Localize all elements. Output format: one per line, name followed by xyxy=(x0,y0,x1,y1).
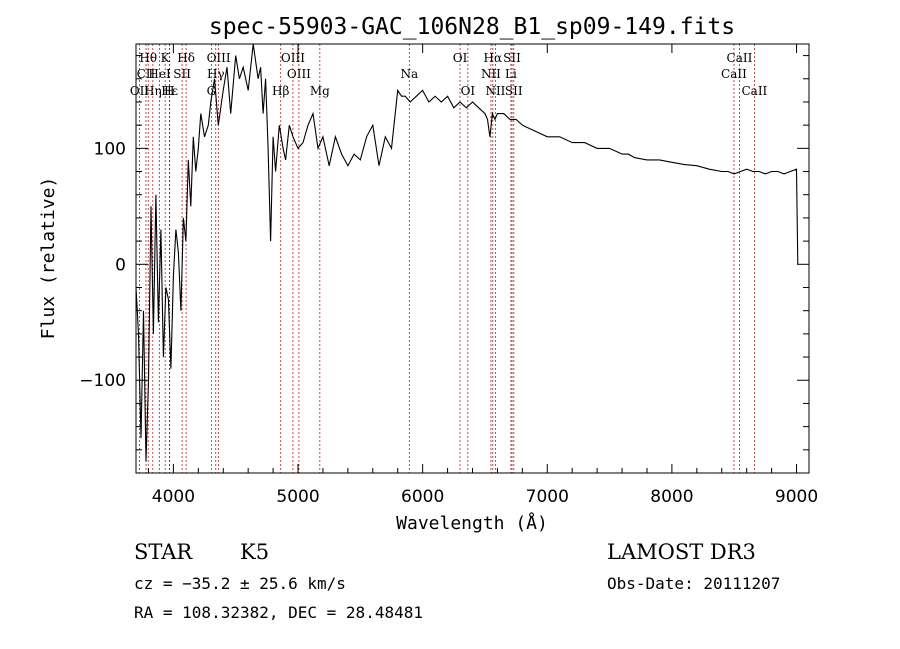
line-marker-label: HeI xyxy=(148,67,171,81)
x-axis-label: Wavelength (Å) xyxy=(396,512,548,534)
line-marker-label: H xyxy=(164,84,174,98)
line-marker-label: Li xyxy=(505,67,517,81)
line-marker-label: NII xyxy=(481,67,501,81)
redshift-cz: cz = −35.2 ± 25.6 km/s xyxy=(134,574,346,593)
line-marker-label: Hθ xyxy=(139,51,157,65)
x-tick-label: 8000 xyxy=(650,487,693,507)
line-marker-label: SII xyxy=(173,67,191,81)
line-marker-label: OII xyxy=(130,84,150,98)
y-axis-label: Flux (relative) xyxy=(38,177,59,340)
y-tick-label: −100 xyxy=(79,371,126,391)
x-tick-label: 4000 xyxy=(152,487,195,507)
line-marker-label: OI xyxy=(453,51,468,65)
chart-title: spec-55903-GAC_106N28_B1_sp09-149.fits xyxy=(209,14,735,40)
line-marker-label: Hγ xyxy=(207,67,225,81)
y-tick-label: 0 xyxy=(115,255,126,275)
line-markers xyxy=(139,44,755,473)
observation-date: Obs-Date: 20111207 xyxy=(607,574,781,593)
line-marker-label: CaII xyxy=(721,67,747,81)
line-marker-label: G xyxy=(207,84,217,98)
survey-name: LAMOST DR3 xyxy=(607,540,756,564)
line-marker-label: CII xyxy=(137,67,156,81)
y-axis-ticks: −100 0 100 xyxy=(79,55,809,451)
plot-frame xyxy=(135,43,810,474)
line-marker-label: CaII xyxy=(727,51,753,65)
object-type: STAR xyxy=(134,540,193,564)
line-marker-label: OIII xyxy=(207,51,231,65)
line-marker-label: Hη xyxy=(144,84,162,98)
line-marker-label: CaII xyxy=(741,84,767,98)
x-tick-label: 7000 xyxy=(526,487,569,507)
coordinates: RA = 108.32382, DEC = 28.48481 xyxy=(134,603,423,622)
line-marker-label: K xyxy=(161,51,171,65)
line-marker-label: OIII xyxy=(287,67,311,81)
spectral-class: K5 xyxy=(240,540,270,564)
line-marker-label: SII xyxy=(503,51,521,65)
line-marker-label: Hα xyxy=(484,51,503,65)
x-tick-label: 5000 xyxy=(276,487,319,507)
line-marker-label: NII xyxy=(485,84,505,98)
line-marker-label: SII xyxy=(505,84,523,98)
line-marker-label: Hε xyxy=(161,84,178,98)
line-marker-label: Mg xyxy=(310,84,330,98)
line-marker-label: OIII xyxy=(281,51,305,65)
line-marker-label: Na xyxy=(400,67,418,81)
spectrum-line xyxy=(135,43,799,462)
x-axis-ticks: 4000 5000 6000 7000 8000 9000 xyxy=(147,44,818,507)
y-tick-label: 100 xyxy=(94,139,126,159)
x-tick-label: 9000 xyxy=(775,487,818,507)
line-marker-label: Hβ xyxy=(272,84,289,98)
line-marker-label: OI xyxy=(461,84,476,98)
line-marker-label: Hδ xyxy=(177,51,195,65)
x-tick-label: 6000 xyxy=(401,487,444,507)
